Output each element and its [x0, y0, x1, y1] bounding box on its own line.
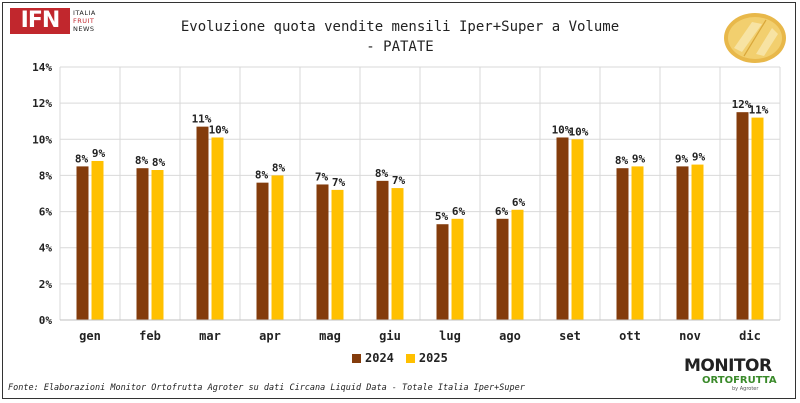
- ifn-logo-line-2: FRUIT: [73, 17, 95, 25]
- data-label-2024: 8%: [615, 154, 629, 167]
- chart-title-line-1: Evoluzione quota vendite mensili Iper+Su…: [180, 19, 620, 35]
- legend-item-2025: 2025: [405, 351, 448, 365]
- bar-2025: [331, 189, 344, 320]
- bar-2024: [76, 166, 89, 320]
- chart-frame: [2, 2, 796, 399]
- data-label-2025: 9%: [92, 147, 106, 160]
- ifn-logo: IFN ITALIA FRUIT NEWS: [10, 8, 106, 40]
- data-label-2024: 5%: [435, 210, 449, 223]
- data-label-2024: 8%: [75, 152, 89, 165]
- ifn-logo-mark: IFN: [10, 8, 70, 34]
- bar-2024: [556, 137, 569, 320]
- data-label-2024: 8%: [135, 154, 149, 167]
- bar-2025: [391, 188, 404, 320]
- bar-2025: [211, 137, 224, 320]
- y-tick-label: 4%: [39, 242, 53, 255]
- monitor-logo-line-1: MONITOR: [684, 356, 772, 376]
- x-tick-label: ott: [619, 329, 641, 343]
- monitor-ortofrutta-logo: MONITOR ORTOFRUTTA by Agroter: [684, 357, 794, 397]
- x-tick-label: ago: [499, 329, 521, 343]
- y-tick-label: 8%: [39, 169, 53, 182]
- chart-title-line-2: - PATATE: [366, 39, 434, 55]
- bar-2024: [316, 184, 329, 320]
- bar-2024: [436, 224, 449, 320]
- bar-2024: [256, 182, 269, 320]
- bar-2025: [151, 170, 164, 320]
- data-label-2025: 6%: [512, 196, 526, 209]
- bar-2024: [736, 112, 749, 320]
- data-label-2024: 10%: [552, 123, 572, 136]
- chart-title: Evoluzione quota vendite mensili Iper+Su…: [120, 17, 680, 57]
- data-label-2025: 7%: [332, 176, 346, 189]
- data-label-2024: 8%: [375, 167, 389, 180]
- bar-2024: [376, 180, 389, 320]
- bar-2024: [496, 218, 509, 320]
- bar-2024: [136, 168, 149, 320]
- bar-2025: [91, 160, 104, 320]
- bar-2025: [631, 166, 644, 320]
- bar-2025: [511, 209, 524, 320]
- legend-label-2024: 2024: [365, 351, 394, 365]
- data-label-2024: 6%: [495, 205, 509, 218]
- bar-2024: [616, 168, 629, 320]
- source-note: Fonte: Elaborazioni Monitor Ortofrutta A…: [8, 383, 525, 393]
- monitor-logo-line-3: by Agroter: [732, 386, 759, 392]
- data-label-2025: 9%: [632, 152, 646, 165]
- data-label-2025: 9%: [692, 151, 706, 164]
- data-label-2024: 8%: [255, 169, 269, 182]
- legend-swatch-2025: [405, 353, 415, 363]
- legend-swatch-2024: [352, 353, 361, 363]
- data-label-2025: 11%: [749, 104, 769, 117]
- chart-legend: 2024 2025: [352, 351, 448, 365]
- data-label-2024: 12%: [732, 98, 752, 111]
- data-label-2024: 7%: [315, 170, 329, 183]
- y-tick-label: 2%: [39, 278, 53, 291]
- monitor-logo-line-2: ORTOFRUTTA: [702, 375, 777, 386]
- data-label-2025: 6%: [452, 205, 466, 218]
- data-label-2025: 10%: [209, 123, 229, 136]
- bar-2025: [571, 139, 584, 320]
- y-tick-label: 6%: [39, 206, 53, 219]
- y-tick-label: 10%: [32, 133, 52, 146]
- y-tick-label: 14%: [32, 61, 52, 74]
- data-label-2025: 8%: [272, 161, 286, 174]
- x-tick-label: gen: [79, 329, 101, 343]
- ifn-logo-line-1: ITALIA: [73, 9, 96, 17]
- x-tick-label: giu: [379, 329, 401, 343]
- bar-2025: [691, 164, 704, 320]
- bar-2025: [271, 175, 284, 320]
- data-label-2024: 11%: [192, 113, 212, 126]
- x-tick-label: nov: [679, 329, 701, 343]
- data-label-2025: 10%: [569, 125, 589, 138]
- bar-2024: [676, 166, 689, 320]
- ifn-logo-text: ITALIA FRUIT NEWS: [73, 9, 96, 33]
- legend-label-2025: 2025: [418, 351, 448, 365]
- data-label-2025: 8%: [152, 156, 166, 169]
- potato-icon: [724, 13, 786, 63]
- x-tick-label: dic: [739, 329, 761, 343]
- x-tick-label: lug: [439, 329, 461, 343]
- bar-2024: [196, 126, 209, 320]
- data-label-2025: 7%: [392, 174, 406, 187]
- y-tick-label: 12%: [32, 97, 52, 110]
- x-tick-label: feb: [139, 329, 161, 343]
- y-tick-label: 0%: [39, 314, 53, 327]
- legend-item-2024: 2024: [352, 351, 394, 365]
- x-tick-label: apr: [259, 329, 281, 343]
- bar-2025: [751, 117, 764, 320]
- x-tick-label: mag: [319, 329, 341, 343]
- bar-2025: [451, 218, 464, 320]
- x-tick-label: mar: [199, 329, 221, 343]
- data-label-2024: 9%: [675, 152, 689, 165]
- ifn-logo-line-3: NEWS: [73, 25, 95, 33]
- x-tick-label: set: [559, 329, 581, 343]
